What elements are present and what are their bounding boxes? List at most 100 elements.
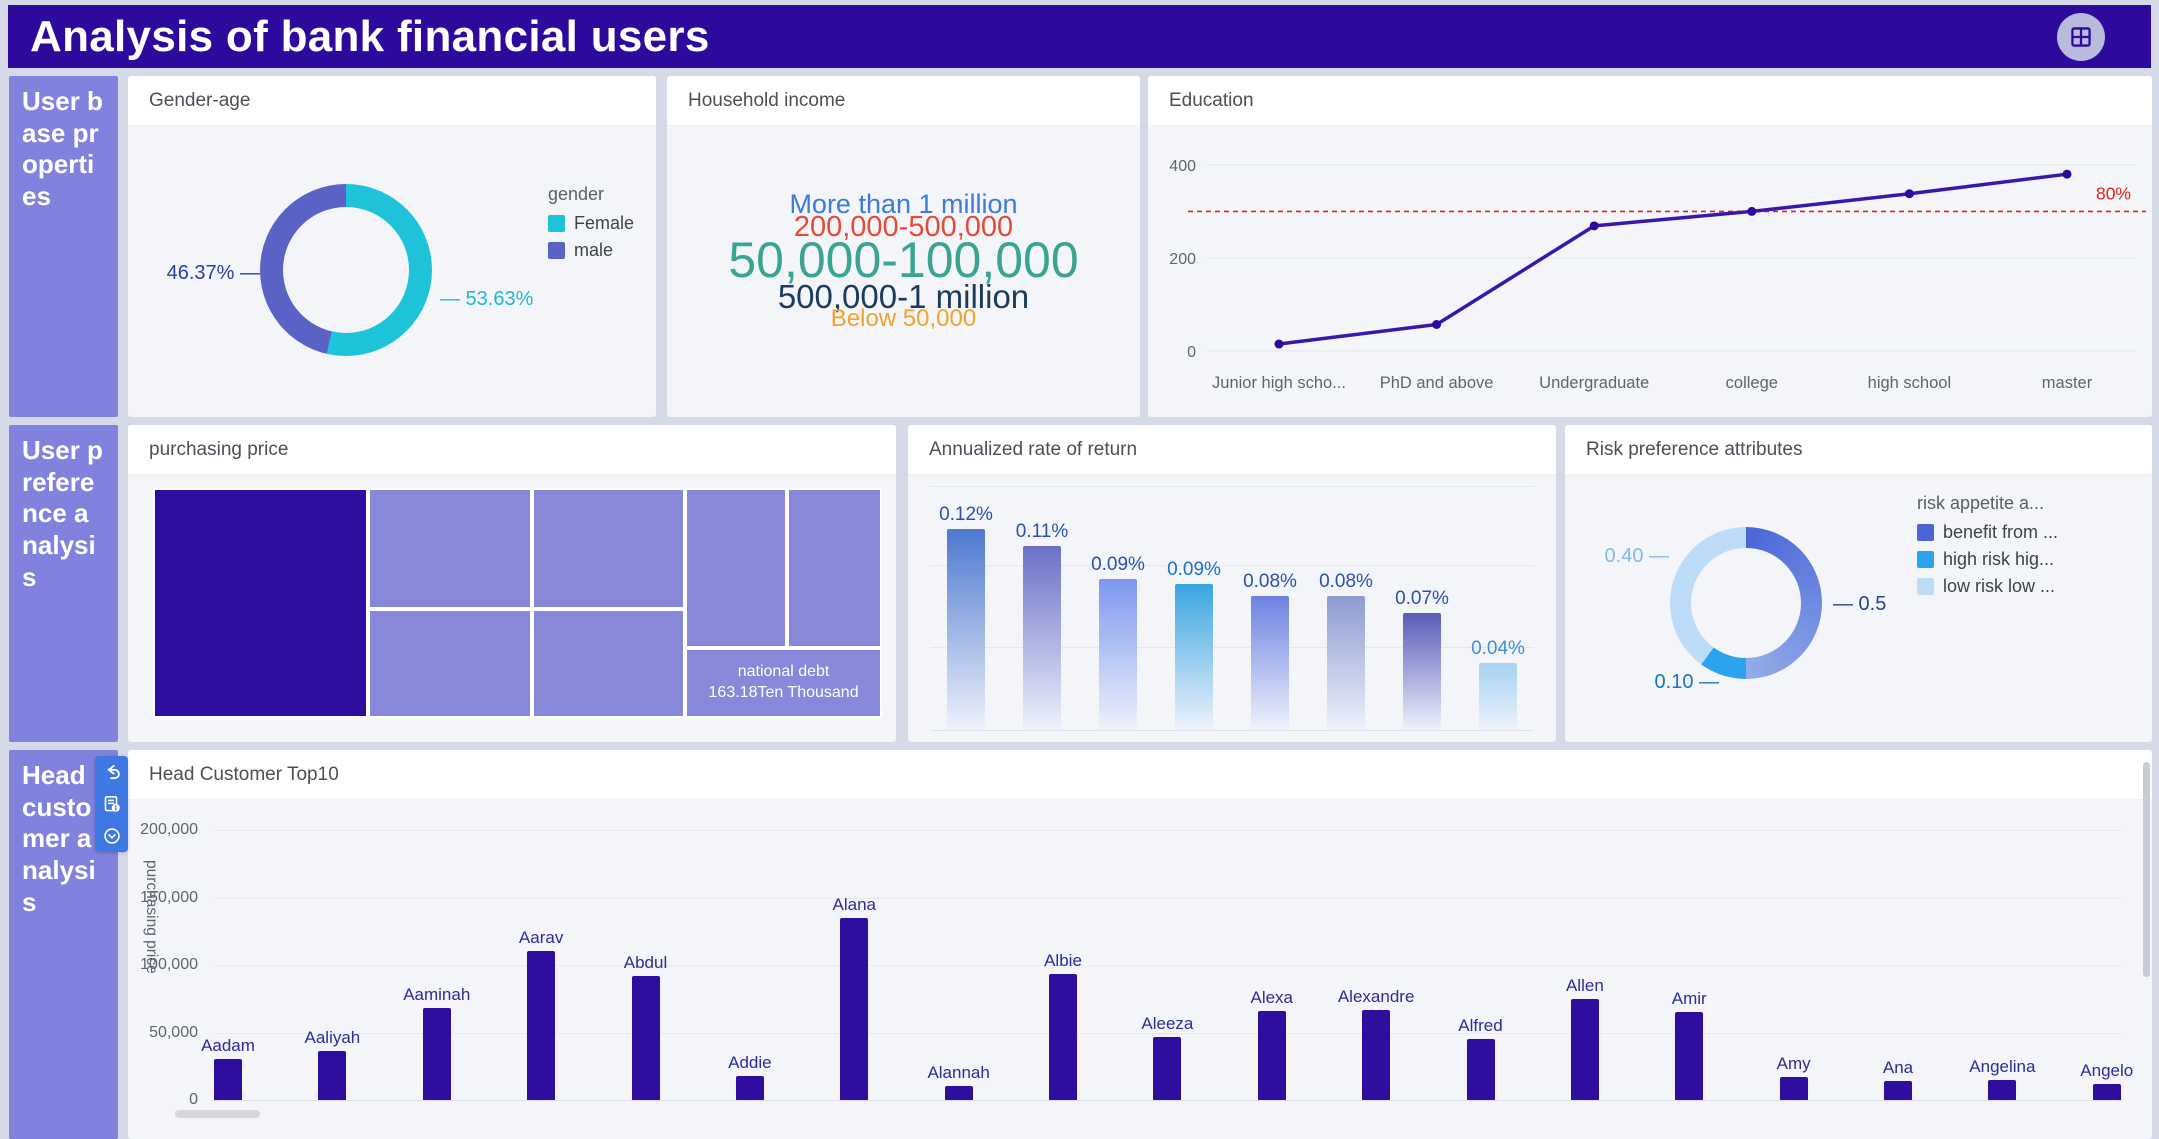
annualized-bar-8[interactable] (1479, 663, 1517, 730)
bar-group-amy: Amy (1776, 1054, 1811, 1100)
bar-value-label: 0.09% (1091, 554, 1145, 575)
word-500-000-1-million[interactable]: 500,000-1 million (777, 277, 1030, 315)
gridline (213, 1100, 2122, 1101)
bar-alana[interactable] (840, 918, 869, 1100)
bar-aaliyah[interactable] (318, 1051, 347, 1100)
bar-name-label: Alana (832, 895, 876, 914)
legend-item-high-risk-hig[interactable]: high risk hig... (1917, 549, 2058, 570)
gridline (930, 647, 1534, 648)
treemap-block-8[interactable]: national debt 163.18Ten Thousand (685, 647, 882, 718)
legend-item-low-risk-low[interactable]: low risk low ... (1917, 576, 2058, 597)
bar-angelina[interactable] (1988, 1080, 2017, 1100)
treemap-block-2[interactable] (368, 488, 533, 609)
education-line-svg[interactable]: 0 200 400 80% Junior high scho... PhD and abo… (1148, 126, 2152, 417)
panel-title-text: Risk preference attributes (1586, 438, 1803, 460)
bar-alexandre[interactable] (1362, 1010, 1391, 1100)
sidebar-label: Head customer analysis (22, 760, 96, 917)
horizontal-scrollbar-thumb[interactable] (175, 1110, 260, 1118)
bar-value-label: 0.08% (1243, 571, 1297, 592)
bar-aadam[interactable] (214, 1059, 242, 1100)
bar-value-label: 0.07% (1395, 588, 1449, 609)
bar-value-label: 0.08% (1319, 571, 1373, 592)
grid-table-icon (2071, 27, 2091, 47)
annualized-bar-2[interactable] (1023, 546, 1061, 730)
gridline (213, 1032, 2122, 1034)
panel-title: Household income (667, 76, 1140, 126)
legend-swatch (1917, 524, 1934, 541)
annualized-bar-5[interactable] (1251, 596, 1289, 730)
svg-text:80%: 80% (2096, 183, 2131, 203)
legend-label: male (574, 240, 614, 260)
bar-alannah[interactable] (944, 1086, 973, 1100)
point-undergraduate (1589, 221, 1599, 231)
bar-alexa[interactable] (1257, 1011, 1286, 1100)
treemap-block-6[interactable] (685, 488, 788, 648)
legend-label: low risk low ... (1943, 576, 2056, 596)
annualized-bar-3[interactable] (1099, 579, 1137, 730)
annualized-bar-1[interactable] (947, 529, 985, 730)
bar-addie[interactable] (735, 1076, 764, 1100)
legend-swatch (548, 215, 565, 232)
word-below-50-000[interactable]: Below 50,000 (830, 305, 977, 333)
vertical-scrollbar[interactable] (2143, 762, 2150, 977)
bar-name-label: Aadam (201, 1036, 255, 1055)
donut-hole (283, 207, 409, 333)
treemap-block-1[interactable] (153, 488, 369, 718)
annualized-bar-6[interactable] (1327, 596, 1365, 730)
bar-ana[interactable] (1884, 1081, 1912, 1100)
gender-age-chart: 46.37% — — 53.63% gender Female male (128, 126, 656, 417)
risk-donut[interactable] (1670, 527, 1822, 679)
bar-aarav[interactable] (527, 951, 556, 1100)
treemap-block-7[interactable] (787, 488, 882, 648)
app-header: Analysis of bank financial users (8, 5, 2151, 68)
bar-amy[interactable] (1779, 1077, 1808, 1100)
collapse-button[interactable] (100, 824, 124, 848)
bar-amir[interactable] (1675, 1012, 1704, 1100)
bar-aaminah[interactable] (422, 1008, 451, 1100)
legend-item-benefit-from[interactable]: benefit from ... (1917, 522, 2058, 543)
bar-group-5: 0.08% (1243, 571, 1297, 730)
bar-name-label: Amy (1776, 1054, 1811, 1073)
treemap-block-5[interactable] (532, 608, 686, 718)
bar-albie[interactable] (1049, 974, 1077, 1100)
legend-label: benefit from ... (1943, 522, 2059, 542)
axis-baseline (930, 730, 1534, 731)
bar-group-2: 0.11% (1016, 521, 1068, 730)
word-200-000-500-000[interactable]: 200,000-500,000 (793, 210, 1014, 243)
gridline (930, 486, 1534, 487)
dashboard-grid-button[interactable] (2057, 13, 2105, 61)
bar-group-6: 0.08% (1319, 571, 1373, 730)
annualized-bar-7[interactable] (1403, 613, 1441, 730)
word-more-than-1-million[interactable]: More than 1 million (789, 189, 1018, 220)
head-customer-top10-chart: 0 50,000 100,000 150,000 200,000 purchasing p… (128, 800, 2152, 1139)
bar-name-label: Alexandre (1337, 987, 1415, 1006)
bar-name-label: Addie (728, 1053, 772, 1072)
legend-item-female[interactable]: Female (548, 213, 634, 234)
bar-value-label: 0.12% (939, 504, 993, 525)
word-50-000-100-000[interactable]: 50,000-100,000 (728, 232, 1079, 289)
treemap-block-3[interactable] (368, 608, 533, 718)
point-phd-and-above (1432, 319, 1442, 329)
bar-angelo[interactable] (2092, 1084, 2121, 1100)
annualized-bar-4[interactable] (1175, 584, 1213, 730)
export-report-button[interactable] (100, 792, 124, 816)
treemap-block-4[interactable] (532, 488, 686, 609)
bar-value-label: 0.09% (1167, 559, 1221, 580)
bar-name-label: Angelina (1969, 1057, 2036, 1076)
svg-text:high school: high school (1868, 374, 1951, 392)
bar-name-label: Albie (1044, 951, 1082, 970)
panel-risk-preference: Risk preference attributes 0.40 — — 0.5 0.… (1565, 425, 2152, 742)
legend-item-male[interactable]: male (548, 240, 634, 261)
legend-title: gender (548, 184, 605, 204)
bar-aleeza[interactable] (1153, 1037, 1182, 1100)
bar-allen[interactable] (1570, 999, 1599, 1100)
undo-button[interactable] (100, 760, 124, 784)
panel-title: Education (1148, 76, 2152, 126)
legend-label: high risk hig... (1943, 549, 2055, 569)
gender-legend: gender Female male (548, 184, 634, 267)
bar-alfred[interactable] (1466, 1039, 1495, 1100)
bar-abdul[interactable] (631, 976, 660, 1100)
bar-name-label: Aaliyah (304, 1028, 361, 1047)
gender-donut[interactable] (260, 184, 432, 356)
bar-name-label: Ana (1882, 1058, 1914, 1077)
